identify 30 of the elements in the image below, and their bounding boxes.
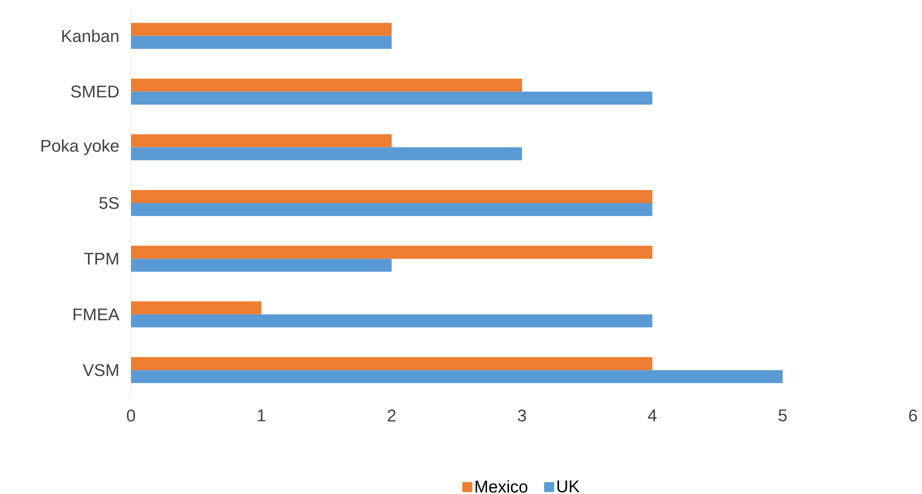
bar	[131, 190, 652, 203]
x-tick-label: 1	[258, 410, 266, 422]
y-tick-label: FMEA	[74, 308, 120, 320]
bar	[131, 147, 522, 160]
bar	[131, 92, 652, 105]
x-tick-label: 0	[126, 410, 136, 422]
bar	[131, 202, 652, 216]
legend-label: Mexico	[476, 480, 528, 493]
bar	[131, 314, 652, 328]
x-tick-label: 6	[909, 410, 917, 422]
y-tick-label: VSM	[82, 364, 118, 376]
x-tick-label: 5	[778, 410, 787, 422]
x-tick-label: 2	[388, 410, 396, 422]
bar	[131, 22, 392, 36]
y-tick-label: TPM	[84, 252, 118, 265]
bar	[131, 258, 392, 272]
y-tick-label: Kanban	[62, 30, 118, 42]
y-tick-label: 5S	[99, 196, 119, 210]
x-tick-label: 3	[518, 410, 526, 422]
bar	[131, 36, 392, 49]
y-tick-label: Poka yoke	[41, 139, 119, 156]
x-tick-label: 4	[648, 410, 657, 422]
bar	[131, 301, 262, 314]
legend-label: UK	[557, 480, 580, 492]
bar	[131, 370, 783, 384]
bar	[131, 357, 652, 370]
bar	[131, 246, 652, 259]
y-tick-label: SMED	[71, 86, 119, 98]
bar	[131, 78, 522, 92]
bar	[131, 134, 392, 148]
